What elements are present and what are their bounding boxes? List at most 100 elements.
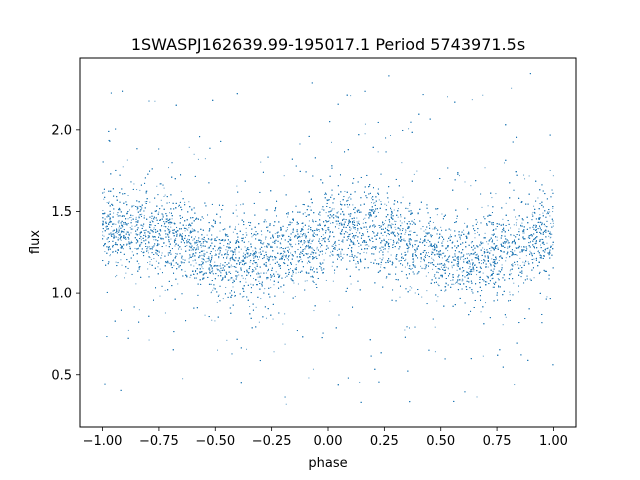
data-point — [378, 271, 380, 273]
data-point — [187, 238, 189, 240]
data-point — [117, 238, 119, 240]
data-point — [225, 249, 227, 251]
data-point — [200, 246, 202, 248]
data-point — [369, 214, 371, 216]
data-point — [447, 240, 449, 242]
data-point — [285, 254, 287, 256]
data-point — [208, 238, 210, 240]
data-point — [329, 211, 331, 213]
data-point — [292, 273, 294, 275]
data-point — [264, 246, 266, 248]
data-point — [118, 227, 120, 229]
data-point — [254, 266, 256, 268]
data-point — [509, 294, 511, 296]
data-point — [493, 282, 495, 284]
data-point — [188, 258, 190, 260]
data-point — [153, 228, 155, 230]
data-point — [494, 282, 496, 284]
data-point — [312, 248, 314, 250]
data-point — [203, 250, 205, 252]
data-point — [178, 205, 180, 207]
data-point — [202, 217, 204, 219]
data-point — [397, 235, 399, 237]
data-point — [371, 208, 373, 210]
data-point — [219, 252, 221, 254]
data-point — [332, 280, 334, 282]
data-point — [151, 220, 153, 222]
data-point — [222, 298, 224, 300]
data-point — [129, 217, 131, 219]
data-point — [497, 278, 499, 280]
data-point — [328, 226, 330, 228]
data-point — [441, 213, 443, 215]
data-point — [180, 190, 182, 192]
data-point — [404, 221, 406, 223]
data-point — [371, 210, 373, 212]
data-point — [483, 248, 485, 250]
data-point — [420, 265, 422, 267]
data-point — [427, 254, 428, 256]
data-point — [540, 244, 542, 246]
data-point — [551, 233, 553, 235]
data-point — [242, 296, 244, 298]
data-point — [171, 218, 173, 220]
data-point — [304, 235, 306, 237]
data-point — [417, 245, 419, 247]
data-point — [434, 274, 436, 276]
data-point — [416, 273, 418, 275]
data-point — [473, 268, 475, 270]
data-point — [147, 237, 149, 239]
data-point — [498, 285, 500, 287]
data-point — [237, 239, 239, 241]
data-point — [189, 276, 191, 278]
data-point — [507, 242, 509, 244]
data-point — [420, 261, 422, 263]
data-point — [447, 245, 448, 247]
data-point — [403, 239, 405, 241]
data-point — [515, 247, 517, 249]
data-point — [268, 243, 270, 245]
data-point — [498, 259, 500, 261]
data-point — [312, 368, 314, 370]
data-point — [484, 232, 486, 234]
data-point — [424, 240, 426, 242]
data-point — [309, 238, 311, 240]
data-point — [407, 250, 409, 252]
data-point — [503, 162, 505, 164]
data-point — [380, 201, 382, 203]
data-point — [245, 227, 247, 229]
data-point — [446, 261, 448, 263]
data-point — [295, 243, 297, 245]
data-point — [349, 255, 351, 257]
data-point — [216, 268, 218, 270]
data-point — [106, 225, 108, 227]
data-point — [188, 201, 190, 203]
data-point — [349, 196, 351, 198]
data-point — [430, 234, 432, 236]
data-point — [338, 243, 340, 245]
data-point — [440, 226, 442, 228]
data-point — [306, 254, 308, 256]
data-point — [413, 232, 415, 233]
data-point — [440, 230, 442, 232]
data-point — [168, 167, 170, 169]
data-point — [138, 215, 140, 217]
data-point — [151, 246, 153, 248]
data-point — [469, 273, 471, 275]
data-point — [127, 222, 129, 224]
data-point — [118, 230, 120, 232]
data-point — [216, 301, 218, 303]
data-point — [350, 283, 352, 285]
data-point — [480, 263, 482, 265]
data-point — [129, 209, 131, 211]
data-point — [461, 280, 463, 282]
data-point — [395, 228, 397, 230]
data-point — [331, 214, 333, 216]
data-point — [149, 201, 151, 203]
data-point — [191, 237, 193, 238]
data-point — [120, 259, 122, 261]
data-point — [505, 260, 507, 262]
data-point — [444, 263, 446, 265]
data-point — [324, 194, 326, 196]
data-point — [411, 287, 413, 289]
